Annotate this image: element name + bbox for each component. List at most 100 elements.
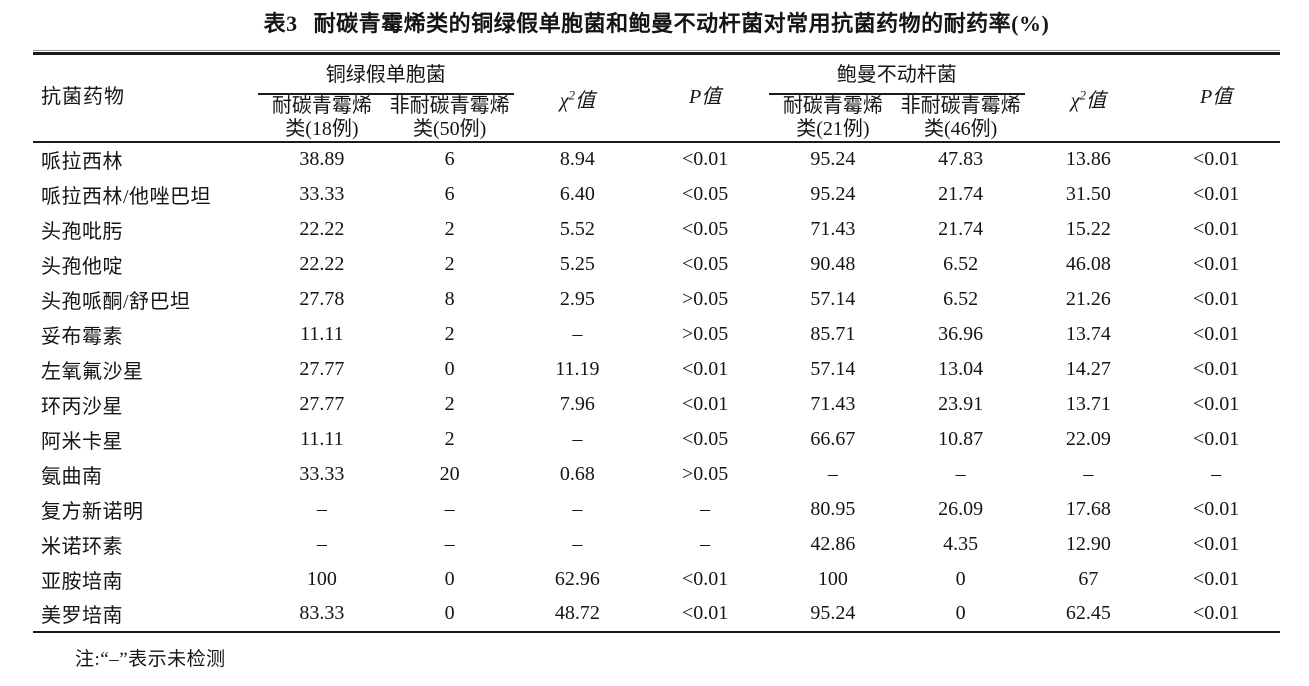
chi2-label: χ2值 bbox=[559, 86, 596, 112]
value-cell: <0.01 bbox=[681, 392, 729, 415]
value-cell: 8 bbox=[444, 287, 455, 310]
value-cell: <0.01 bbox=[681, 602, 729, 624]
value-cell: – bbox=[827, 462, 838, 485]
drug-name: 妥布霉素 bbox=[41, 325, 123, 348]
value-cell: 0 bbox=[955, 567, 966, 590]
value-cell: <0.01 bbox=[681, 148, 729, 170]
value-cell: 33.33 bbox=[299, 462, 345, 485]
value-cell: 83.33 bbox=[299, 602, 345, 624]
table-row: 环丙沙星 27.77 2 7.96 <0.01 71.43 23.91 13.71 <0.01 bbox=[33, 387, 1280, 422]
value-cell: 4.35 bbox=[943, 532, 979, 555]
value-cell: 62.45 bbox=[1065, 602, 1111, 624]
value-cell: <0.01 bbox=[1192, 287, 1240, 310]
table-body: 哌拉西林 38.89 6 8.94 <0.01 95.24 47.83 13.86 <0.01 哌… bbox=[33, 142, 1280, 632]
value-cell: 7.96 bbox=[559, 392, 595, 415]
value-cell: 95.24 bbox=[810, 148, 856, 170]
chi2-label: χ2值 bbox=[1070, 86, 1107, 112]
value-cell: 20 bbox=[439, 462, 460, 485]
value-cell: – bbox=[572, 532, 583, 555]
value-cell: 0.68 bbox=[559, 462, 595, 485]
value-cell: <0.01 bbox=[1192, 427, 1240, 450]
group-header-baumannii: 鲍曼不动杆菌 bbox=[769, 53, 1025, 95]
value-cell: 6.52 bbox=[943, 252, 979, 275]
value-cell: 66.67 bbox=[810, 427, 856, 450]
drug-name: 左氧氟沙星 bbox=[41, 360, 144, 383]
value-cell: – bbox=[955, 462, 966, 485]
value-cell: – bbox=[700, 532, 711, 555]
value-cell: 2 bbox=[444, 217, 455, 240]
table-title: 表3 耐碳青霉烯类的铜绿假单胞菌和鲍曼不动杆菌对常用抗菌药物的耐药率(%) bbox=[33, 8, 1280, 40]
value-cell: 31.50 bbox=[1065, 182, 1111, 205]
table-row: 氨曲南 33.33 20 0.68 >0.05 – – – – bbox=[33, 457, 1280, 492]
group-header-pseudomonas: 铜绿假单胞菌 bbox=[258, 53, 514, 95]
value-cell: 27.77 bbox=[299, 357, 345, 380]
table-row: 哌拉西林/他唑巴坦 33.33 6 6.40 <0.05 95.24 21.74 31.50 <… bbox=[33, 177, 1280, 212]
table-row: 亚胺培南 100 0 62.96 <0.01 100 0 67 <0.01 bbox=[33, 562, 1280, 597]
value-cell: 71.43 bbox=[810, 392, 856, 415]
value-cell: 57.14 bbox=[810, 287, 856, 310]
value-cell: >0.05 bbox=[681, 287, 729, 310]
drug-name: 哌拉西林/他唑巴坦 bbox=[41, 185, 212, 208]
value-cell: – bbox=[572, 322, 583, 345]
value-cell: 2 bbox=[444, 392, 455, 415]
header-group-row: 抗菌药物 铜绿假单胞菌 χ2值 P值 鲍曼不动杆菌 χ2值 bbox=[33, 53, 1280, 112]
value-cell: <0.01 bbox=[1192, 182, 1240, 205]
p-label: P值 bbox=[689, 86, 722, 109]
value-cell: 2 bbox=[444, 427, 455, 450]
value-cell: – bbox=[572, 427, 583, 450]
value-cell: <0.05 bbox=[681, 252, 729, 275]
value-cell: – bbox=[1211, 462, 1222, 485]
subheader-baumannii-resistant: 耐碳青霉烯 类(21例) bbox=[782, 94, 883, 140]
value-cell: 23.91 bbox=[938, 392, 984, 415]
drug-name: 头孢哌酮/舒巴坦 bbox=[41, 290, 191, 313]
value-cell: 6.40 bbox=[559, 182, 595, 205]
value-cell: 21.26 bbox=[1065, 287, 1111, 310]
value-cell: <0.05 bbox=[681, 427, 729, 450]
value-cell: 11.11 bbox=[300, 427, 344, 450]
value-cell: <0.01 bbox=[1192, 567, 1240, 590]
value-cell: 5.25 bbox=[559, 252, 595, 275]
drug-name: 阿米卡星 bbox=[41, 430, 123, 453]
value-cell: <0.05 bbox=[681, 217, 729, 240]
value-cell: 26.09 bbox=[938, 497, 984, 520]
resistance-table: 抗菌药物 铜绿假单胞菌 χ2值 P值 鲍曼不动杆菌 χ2值 bbox=[33, 52, 1280, 633]
value-cell: 14.27 bbox=[1065, 357, 1111, 380]
value-cell: >0.05 bbox=[681, 462, 729, 485]
value-cell: 38.89 bbox=[299, 148, 345, 170]
value-cell: 2 bbox=[444, 252, 455, 275]
value-cell: – bbox=[572, 497, 583, 520]
value-cell: 57.14 bbox=[810, 357, 856, 380]
value-cell: 22.22 bbox=[299, 252, 345, 275]
value-cell: 0 bbox=[955, 602, 966, 624]
value-cell: 2.95 bbox=[559, 287, 595, 310]
value-cell: 33.33 bbox=[299, 182, 345, 205]
value-cell: <0.05 bbox=[681, 182, 729, 205]
table-row: 复方新诺明 – – – – 80.95 26.09 17.68 <0.01 bbox=[33, 492, 1280, 527]
column-header-chi2-baumannii: χ2值 bbox=[1025, 54, 1153, 142]
value-cell: – bbox=[444, 532, 455, 555]
column-header-drug: 抗菌药物 bbox=[41, 86, 125, 109]
value-cell: 62.96 bbox=[554, 567, 600, 590]
value-cell: 100 bbox=[306, 567, 337, 590]
drug-name: 亚胺培南 bbox=[41, 570, 123, 593]
value-cell: 13.04 bbox=[938, 357, 984, 380]
table-row: 左氧氟沙星 27.77 0 11.19 <0.01 57.14 13.04 14.27 <0.0… bbox=[33, 352, 1280, 387]
value-cell: 13.86 bbox=[1065, 148, 1111, 170]
p-label: P值 bbox=[1200, 86, 1233, 109]
group-name-pseudomonas: 铜绿假单胞菌 bbox=[325, 64, 446, 87]
drug-name: 美罗培南 bbox=[41, 605, 123, 627]
value-cell: – bbox=[1083, 462, 1094, 485]
value-cell: 21.74 bbox=[938, 217, 984, 240]
value-cell: 67 bbox=[1078, 567, 1099, 590]
table-row: 美罗培南 83.33 0 48.72 <0.01 95.24 0 62.45 <0.01 bbox=[33, 597, 1280, 632]
column-header-p-baumannii: P值 bbox=[1152, 54, 1280, 142]
value-cell: 46.08 bbox=[1065, 252, 1111, 275]
value-cell: <0.01 bbox=[1192, 217, 1240, 240]
value-cell: 0 bbox=[444, 567, 455, 590]
value-cell: 11.19 bbox=[555, 357, 600, 380]
value-cell: 71.43 bbox=[810, 217, 856, 240]
subheader-baumannii-nonresistant: 非耐碳青霉烯 类(46例) bbox=[900, 94, 1021, 140]
value-cell: 17.68 bbox=[1065, 497, 1111, 520]
value-cell: 36.96 bbox=[938, 322, 984, 345]
